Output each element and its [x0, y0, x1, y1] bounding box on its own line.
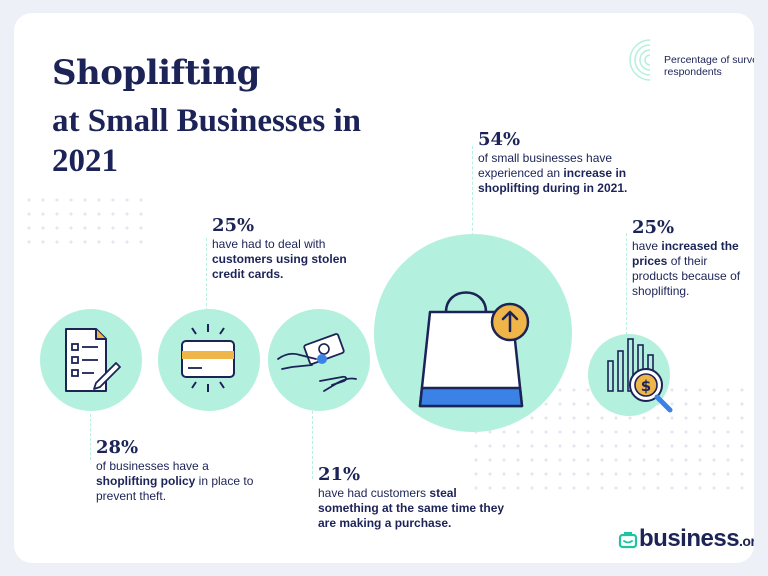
legend-label: Percentage of survey respondents: [664, 54, 754, 78]
stat-text: have: [632, 239, 662, 253]
leader-line-28: [90, 414, 91, 460]
stat-percent: 54%: [478, 129, 521, 150]
leader-line-21: [312, 391, 313, 479]
title-bold: Shoplifting: [52, 53, 260, 93]
infographic-card: Shoplifting at Small Businesses in 2021 …: [14, 13, 754, 563]
document-checklist-icon: [65, 328, 121, 392]
stat-steal-during-purchase: 21% have had customers steal something a…: [318, 465, 518, 531]
stat-text: have had to deal with: [212, 237, 326, 251]
brand-wordmark: business.org: [639, 525, 754, 553]
cash-handoff-icon: [277, 333, 357, 392]
briefcase-logo-icon: [618, 532, 638, 549]
stat-text: have had customers: [318, 486, 430, 500]
leader-line-54: [472, 146, 473, 241]
stat-increased-prices: 25% have increased the prices of their p…: [632, 218, 744, 299]
dot-pattern-left: [22, 193, 148, 251]
stat-bold-text: steal something at the same time they ar…: [318, 486, 505, 530]
brand-name: business: [639, 525, 740, 552]
stat-text: of small businesses have experienced an: [478, 151, 613, 180]
stat-bold-text: increase in shoplifting during in 2021.: [478, 166, 628, 195]
credit-card-icon: [181, 324, 235, 392]
stat-bold-text: customers using stolen credit cards.: [212, 252, 347, 281]
stat-bold-text: increased the prices: [632, 239, 739, 268]
stat-increase-shoplifting: 54% of small businesses have experienced…: [478, 130, 663, 196]
brand-tld: .org: [739, 533, 754, 549]
stat-percent: 25%: [632, 217, 675, 238]
stat-percent: 21%: [318, 464, 361, 485]
legend-radiating-arcs-icon: [629, 39, 651, 81]
stat-shoplifting-policy: 28% of businesses have a shoplifting pol…: [96, 438, 256, 504]
stat-percent: 25%: [212, 215, 255, 236]
stat-percent: 28%: [96, 437, 139, 458]
leader-line-25b: [626, 233, 627, 335]
stat-text: of their products because of shoplifting…: [632, 254, 741, 298]
price-chart-magnifier-icon: $: [607, 338, 673, 413]
stat-text: of businesses have a: [96, 459, 209, 473]
shopping-bag-up-arrow-icon: [418, 291, 530, 408]
stat-stolen-credit-cards: 25% have had to deal with customers usin…: [212, 216, 372, 282]
stat-bold-text: shoplifting policy: [96, 474, 196, 488]
title-subtitle: at Small Businesses in 2021: [52, 103, 361, 179]
stat-text: in place to prevent theft.: [96, 474, 254, 503]
svg-text:$: $: [641, 377, 651, 395]
leader-line-25a: [206, 238, 207, 321]
